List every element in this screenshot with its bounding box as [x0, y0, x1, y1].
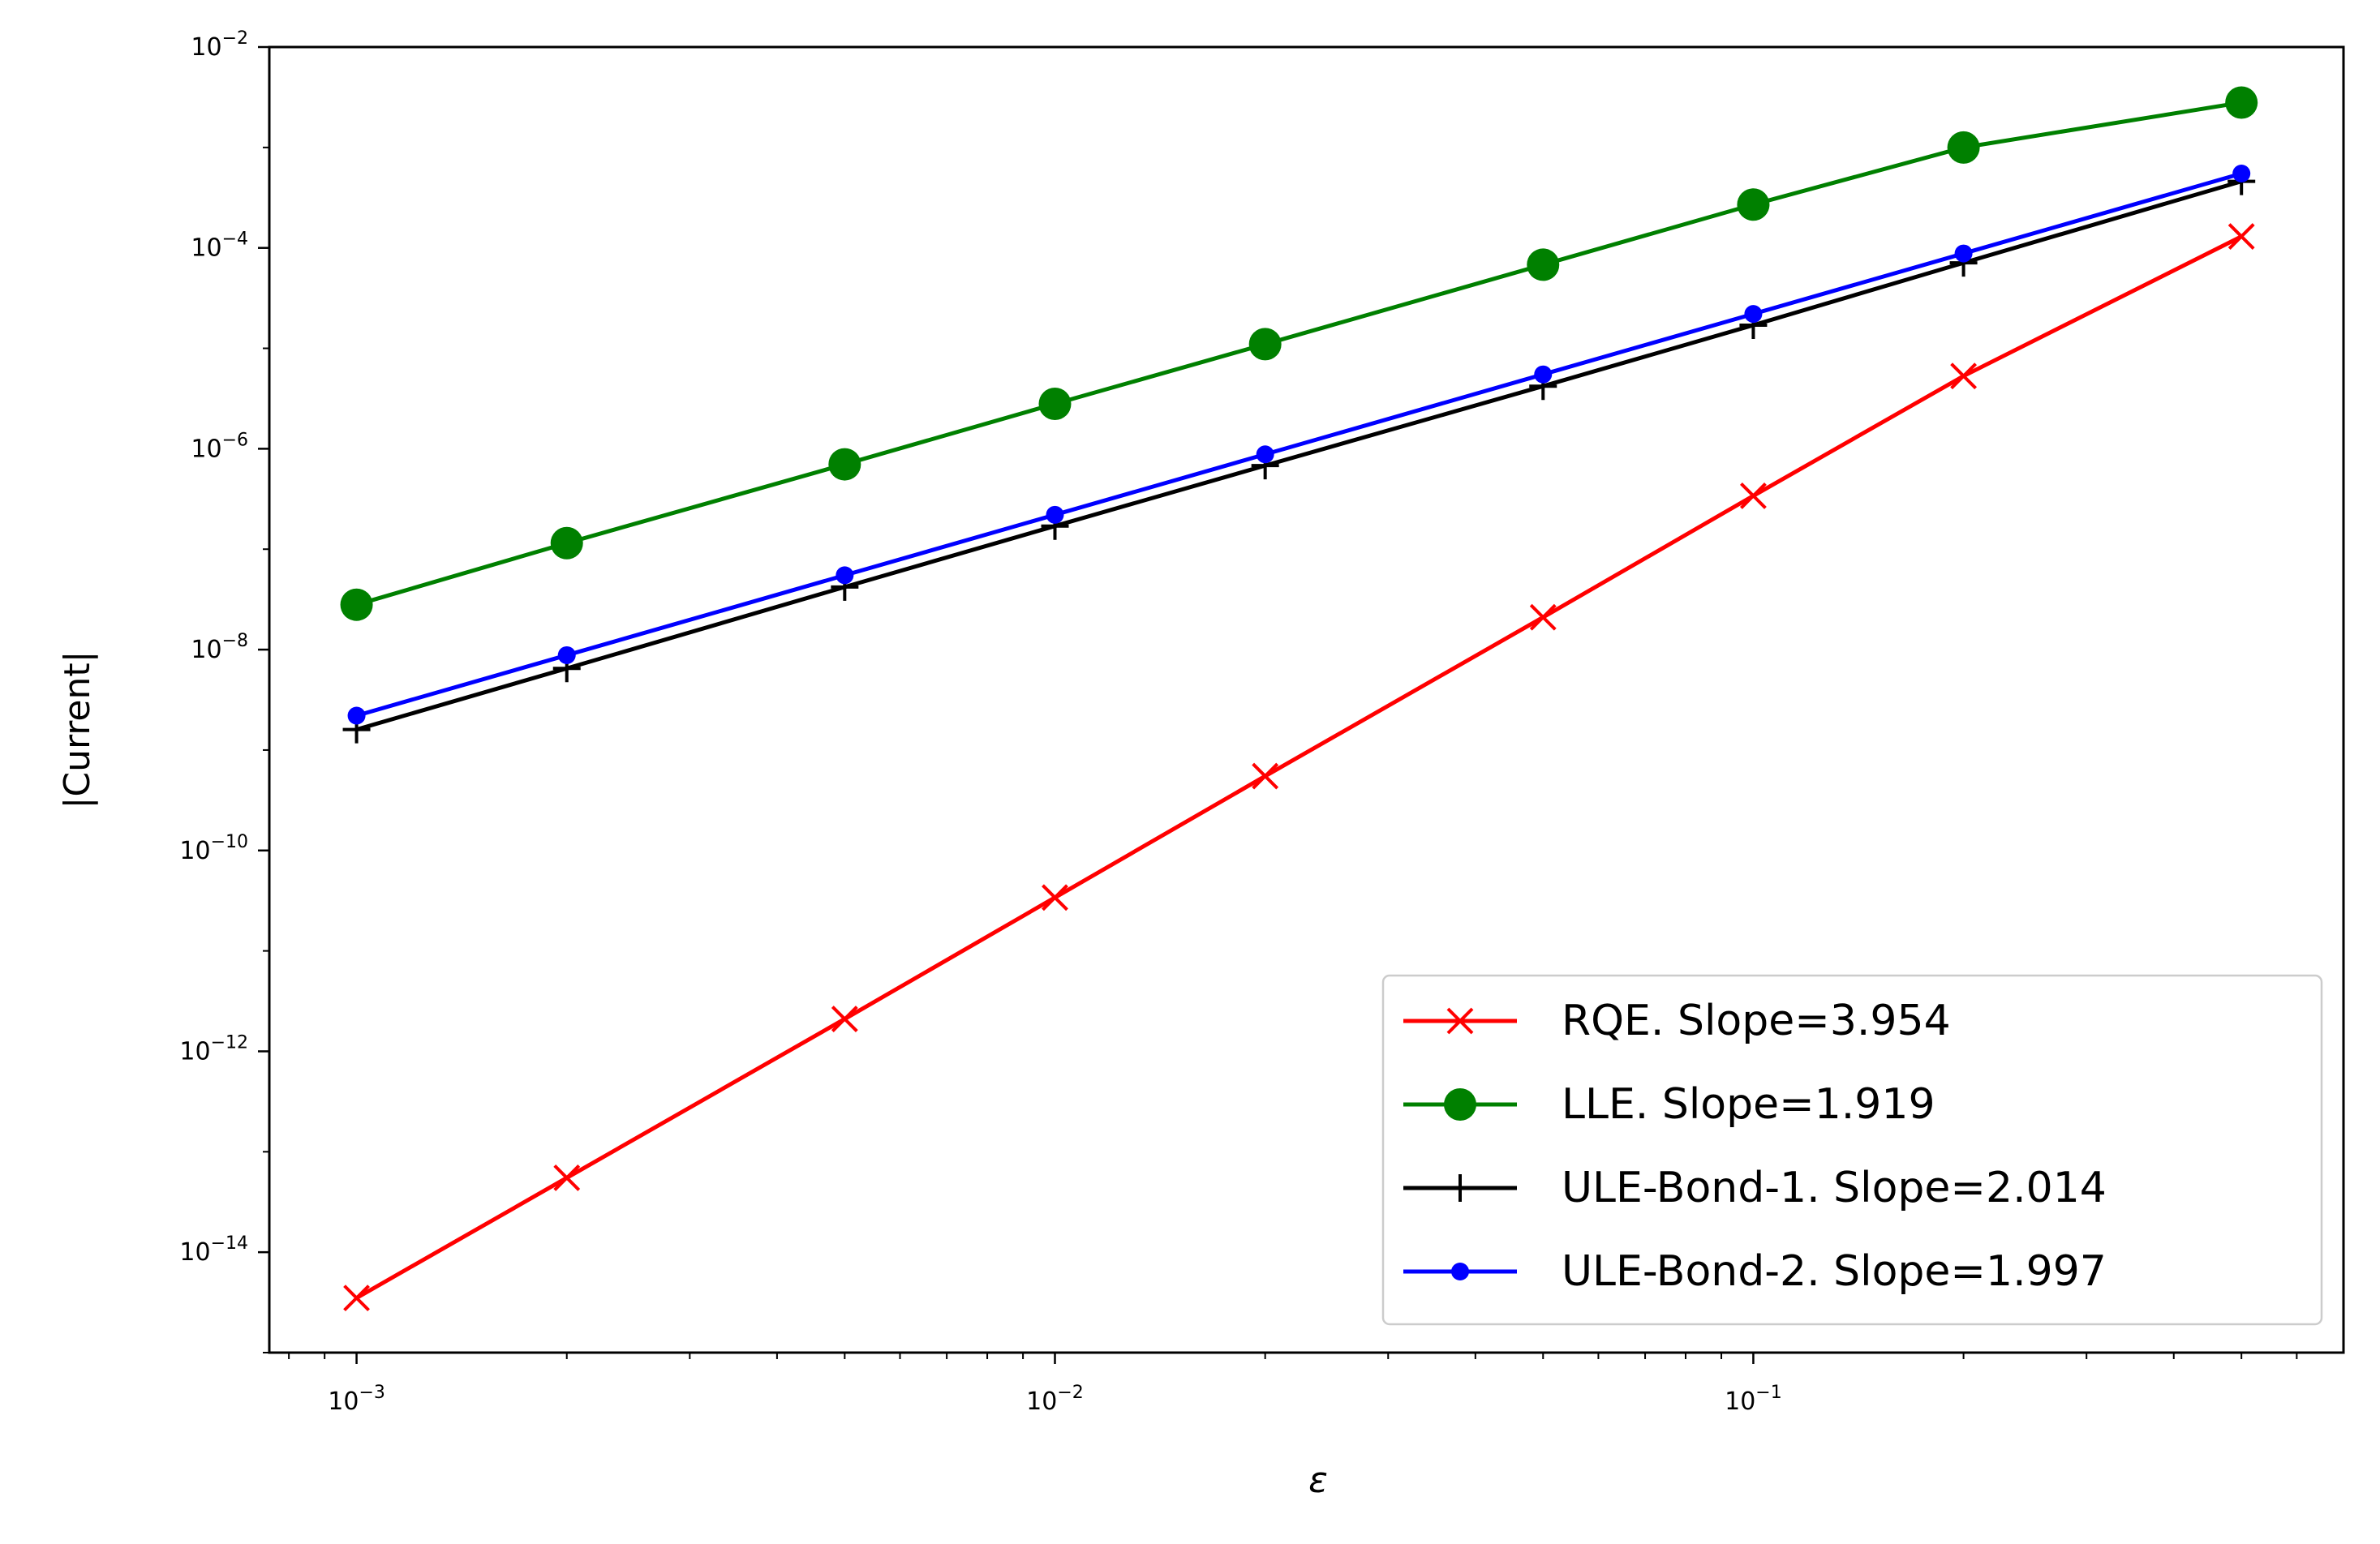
data-point	[553, 1164, 581, 1191]
y-tick-label: 10−6	[191, 430, 248, 463]
x-axis-label: ε	[1308, 1460, 1328, 1501]
data-point	[340, 588, 373, 621]
series-line	[355, 100, 2242, 607]
legend-item: ULE-Bond-1. Slope=2.014	[1403, 1164, 2107, 1212]
data-point	[1038, 388, 1072, 421]
data-point	[1046, 505, 1064, 524]
y-tick-label: 10−4	[191, 229, 248, 263]
legend-box	[1381, 974, 2323, 1326]
data-point	[343, 1285, 370, 1312]
y-tick-label: 10−12	[179, 1032, 248, 1066]
data-point	[1534, 365, 1553, 384]
data-point	[1042, 884, 1068, 911]
series-3	[347, 165, 2251, 725]
data-point	[557, 645, 576, 664]
series-0	[343, 223, 2255, 1312]
legend-item: LLE. Slope=1.919	[1403, 1080, 1935, 1129]
series-1	[340, 86, 2258, 621]
legend-label: RQE. Slope=3.954	[1562, 997, 1951, 1045]
x-tick-label: 10−2	[1026, 1383, 1084, 1416]
data-point	[2227, 223, 2255, 250]
x-tick-label: 10−1	[1725, 1383, 1782, 1416]
data-point	[1527, 248, 1560, 281]
data-point	[828, 448, 861, 481]
data-point	[1252, 762, 1279, 790]
data-point	[1248, 328, 1282, 361]
legend-item: RQE. Slope=3.954	[1403, 997, 1951, 1045]
y-tick-label: 10−10	[179, 832, 248, 865]
y-tick-label: 10−8	[191, 631, 248, 664]
data-point	[1256, 445, 1274, 464]
data-point	[1737, 188, 1770, 221]
data-point	[1744, 305, 1763, 324]
y-tick-label: 10−14	[179, 1233, 248, 1267]
data-point	[1947, 131, 1980, 164]
legend-marker	[1444, 1088, 1476, 1121]
legend-marker	[1451, 1263, 1469, 1280]
data-point	[1529, 603, 1557, 631]
legend-marker	[1446, 1007, 1474, 1035]
data-point	[550, 526, 583, 560]
legend-label: LLE. Slope=1.919	[1562, 1080, 1935, 1129]
data-point	[1740, 482, 1767, 509]
x-tick-label: 10−3	[328, 1383, 385, 1416]
legend-item: ULE-Bond-2. Slope=1.997	[1403, 1247, 2107, 1296]
data-point	[347, 706, 366, 725]
x-axis: 10−3 10−2 10−1	[288, 1353, 2298, 1416]
y-axis: 10−2 10−4 10−6 10−8 10−10 10−12 10−14	[179, 28, 269, 1353]
series-layer	[340, 86, 2258, 1312]
data-point	[2232, 165, 2251, 183]
legend-marker	[1446, 1174, 1474, 1202]
data-point	[836, 566, 854, 585]
legend: RQE. Slope=3.954 LLE. Slope=1.919 ULE-Bond…	[1381, 974, 2323, 1326]
data-point	[2225, 86, 2258, 119]
y-tick-label: 10−2	[191, 28, 248, 62]
data-point	[831, 1006, 858, 1032]
plot-frame	[268, 45, 2345, 1354]
legend-label: ULE-Bond-2. Slope=1.997	[1562, 1247, 2107, 1296]
y-axis-label: |Current|	[57, 651, 98, 809]
legend-label: ULE-Bond-1. Slope=2.014	[1562, 1164, 2107, 1212]
data-point	[1954, 244, 1973, 263]
data-point	[1950, 362, 1978, 390]
series-2	[342, 167, 2256, 744]
